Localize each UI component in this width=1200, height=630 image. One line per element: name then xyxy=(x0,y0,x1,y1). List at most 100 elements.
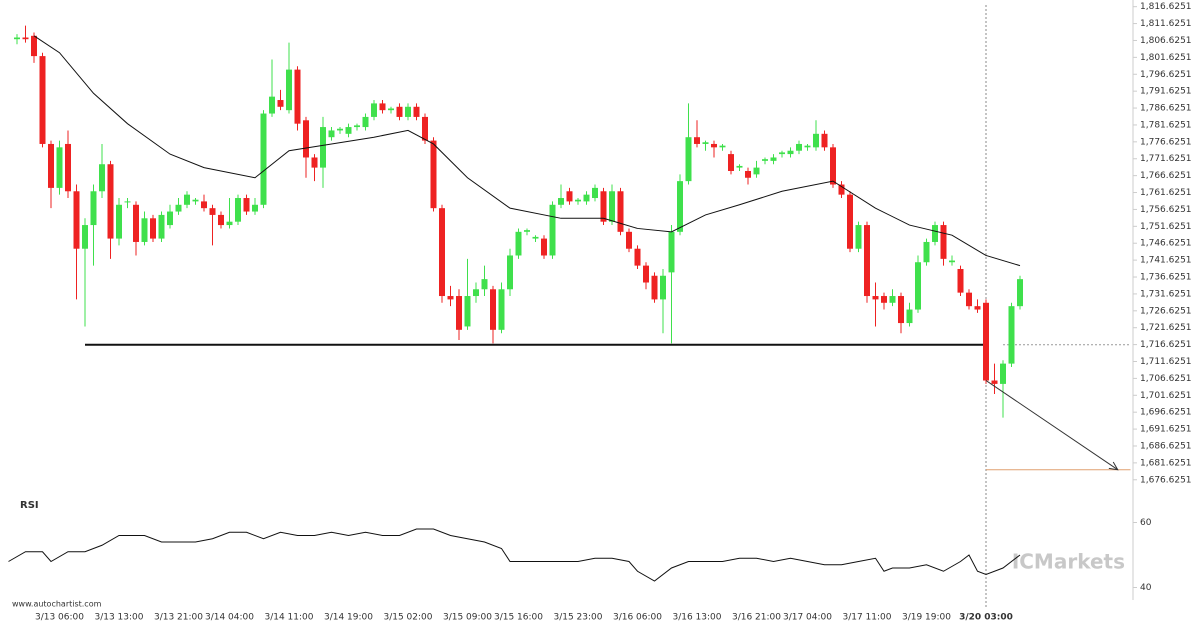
x-tick-label: 3/15 02:00 xyxy=(383,613,432,623)
candle-body xyxy=(379,103,386,111)
candle-body xyxy=(949,260,955,263)
candle-body xyxy=(481,279,488,290)
candle-body xyxy=(328,130,335,138)
candle-body xyxy=(575,199,581,202)
candle-body xyxy=(294,69,301,124)
y-tick-label: 1,776.6251 xyxy=(1140,137,1192,147)
candle-body xyxy=(1017,279,1023,307)
candle-body xyxy=(99,164,105,192)
candle-body xyxy=(558,198,564,205)
candle-body xyxy=(898,296,904,324)
candle-body xyxy=(600,191,607,222)
candle-body xyxy=(668,231,675,273)
candle-body xyxy=(685,137,692,182)
candle-body xyxy=(209,208,216,215)
candle-body xyxy=(881,296,887,303)
candle-body xyxy=(974,306,981,310)
candle-body xyxy=(702,142,709,144)
candle-body xyxy=(303,120,309,158)
rsi-line xyxy=(8,528,1021,582)
candle-body xyxy=(515,231,522,256)
candle-body xyxy=(804,145,811,148)
candle-body xyxy=(311,157,318,168)
candle-body xyxy=(235,198,241,222)
candle-body xyxy=(269,96,275,114)
y-tick-label: 1,761.6251 xyxy=(1140,188,1192,198)
candle-body xyxy=(915,262,921,310)
y-tick-label: 1,711.6251 xyxy=(1140,357,1192,367)
candle-body xyxy=(779,152,785,155)
candle-body xyxy=(864,225,870,297)
candle-body xyxy=(413,106,420,117)
candle-body xyxy=(796,143,802,151)
candle-body xyxy=(141,218,148,242)
candle-body xyxy=(150,218,156,239)
candle-body xyxy=(354,125,360,128)
candle-body xyxy=(660,275,666,300)
candle-body xyxy=(65,143,71,192)
candle-body xyxy=(405,106,411,117)
candle-body xyxy=(549,204,556,256)
candle-body xyxy=(82,225,88,249)
candle-body xyxy=(728,154,734,171)
candle-body xyxy=(56,147,63,188)
arrow-head xyxy=(1108,461,1119,471)
y-tick-label: 1,751.6251 xyxy=(1140,222,1192,232)
candle-body xyxy=(158,214,165,239)
x-tick-label: 3/16 06:00 xyxy=(613,613,662,623)
y-tick-label: 1,701.6251 xyxy=(1140,391,1192,401)
y-tick-label: 1,721.6251 xyxy=(1140,323,1192,333)
candle-body xyxy=(855,225,862,249)
candle-body xyxy=(48,143,54,188)
y-tick-label: 1,811.6251 xyxy=(1140,19,1192,29)
y-tick-label: 1,686.6251 xyxy=(1140,441,1192,451)
candle-body xyxy=(872,296,879,300)
candle-body xyxy=(566,191,573,202)
candle-body xyxy=(770,157,777,161)
y-tick-label: 1,791.6251 xyxy=(1140,87,1192,97)
x-tick-label: 3/13 13:00 xyxy=(94,613,143,623)
x-tick-label: 3/15 09:00 xyxy=(443,613,492,623)
candle-body xyxy=(651,275,658,300)
candle-body xyxy=(923,241,930,263)
candle-body xyxy=(736,165,743,168)
y-tick-label: 1,796.6251 xyxy=(1140,70,1192,80)
x-tick-label: 3/14 11:00 xyxy=(264,613,313,623)
candle-body xyxy=(983,302,989,381)
candle-body xyxy=(107,164,114,239)
candle-body xyxy=(133,204,139,242)
candle-body xyxy=(583,194,590,202)
candle-body xyxy=(1008,306,1015,364)
x-tick-label: 3/14 04:00 xyxy=(205,613,254,623)
candle-body xyxy=(762,159,768,161)
y-tick-label: 1,676.6251 xyxy=(1140,475,1192,485)
y-tick-label: 1,681.6251 xyxy=(1140,458,1192,468)
candle-body xyxy=(243,198,250,212)
y-tick-label: 1,691.6251 xyxy=(1140,425,1192,435)
x-tick-label: 3/13 21:00 xyxy=(154,613,203,623)
candle-body xyxy=(609,191,615,222)
candle-body xyxy=(286,69,292,111)
y-tick-label: 1,801.6251 xyxy=(1140,53,1192,63)
candle-body xyxy=(643,265,649,283)
candle-body xyxy=(889,296,896,303)
y-tick-label: 1,786.6251 xyxy=(1140,104,1192,114)
candle-body xyxy=(957,268,964,293)
candle-body xyxy=(490,289,496,330)
x-tick-label: 3/15 16:00 xyxy=(494,613,543,623)
candle-body xyxy=(362,116,369,128)
candle-body xyxy=(991,380,998,384)
candle-body xyxy=(711,143,717,148)
candle-body xyxy=(745,170,751,178)
candle-body xyxy=(838,184,845,195)
candle-body xyxy=(345,127,352,134)
candle-body xyxy=(31,35,37,57)
candle-body xyxy=(456,296,462,330)
candle-body xyxy=(73,191,80,249)
y-tick-label: 1,781.6251 xyxy=(1140,120,1192,130)
candle-body xyxy=(396,106,403,117)
candle-body xyxy=(906,309,913,324)
x-tick-label: 3/20 03:00 xyxy=(959,613,1013,623)
moving-average xyxy=(33,35,1021,267)
y-tick-label: 1,706.6251 xyxy=(1140,374,1192,384)
